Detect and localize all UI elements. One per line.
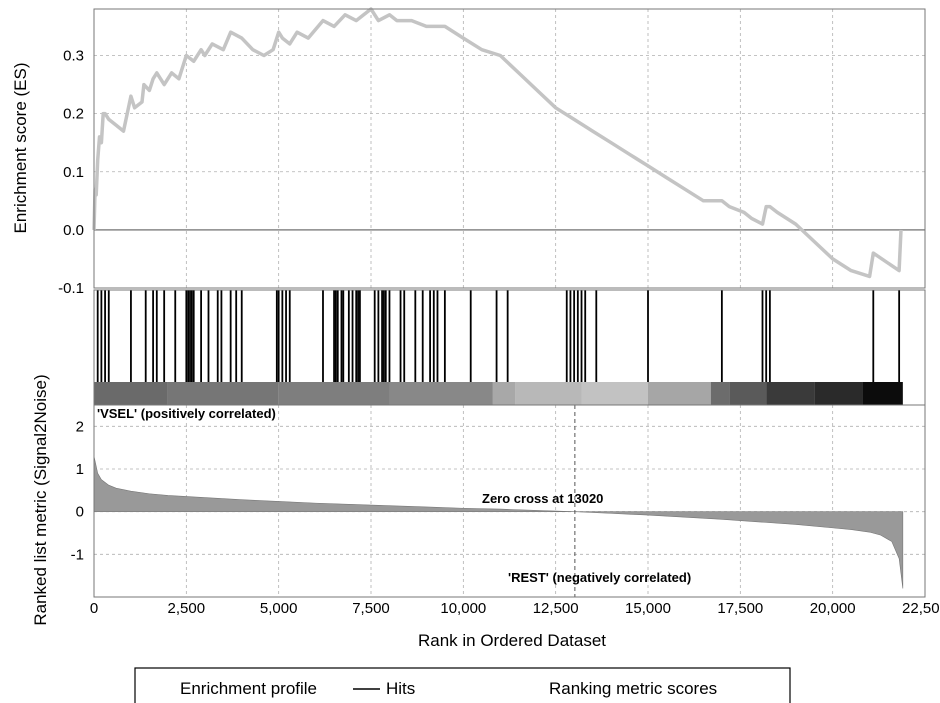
enrichment-profile xyxy=(92,7,903,279)
x-tick-label: 7,500 xyxy=(352,600,390,617)
es-panel-bg xyxy=(94,9,925,288)
tick-labels: 0 2,500 5,000 7,500 10,000 12,500 15,000 17,500… xyxy=(58,48,940,618)
es-y-tick-label: 0.1 xyxy=(63,164,84,181)
colorbar-segment-10 xyxy=(766,382,815,405)
colorbar-segment-2 xyxy=(278,382,390,405)
x-tick-label: 5,000 xyxy=(260,600,298,617)
es-axis-title: Enrichment score (ES) xyxy=(11,63,30,234)
es-panel-frame xyxy=(93,8,926,289)
es-y-tick-label: 0.0 xyxy=(63,222,84,239)
ranking-colorbar xyxy=(94,382,903,405)
colorbar-segment-8 xyxy=(710,382,730,405)
zero-cross-label: Zero cross at 13020 xyxy=(482,491,603,506)
colorbar-segment-11 xyxy=(814,382,863,405)
legend: Enrichment profile Hits Ranking metric s… xyxy=(134,667,791,703)
legend-entry-hits: Hits xyxy=(386,679,415,698)
x-tick-label: 20,000 xyxy=(810,600,856,617)
x-tick-label: 0 xyxy=(90,600,98,617)
ranking-y-tick-label: 1 xyxy=(76,461,84,478)
colorbar-segment-7 xyxy=(648,382,711,405)
ranking-metric-fill xyxy=(93,456,904,589)
x-tick-label: 17,500 xyxy=(717,600,763,617)
hits-marks xyxy=(96,290,901,382)
ranking-axis-title: Ranked list metric (Signal2Noise) xyxy=(31,374,50,625)
colorbar-segment-12 xyxy=(862,382,903,405)
es-y-tick-label: 0.3 xyxy=(63,48,84,65)
colorbar-segment-6 xyxy=(581,382,648,405)
x-tick-label: 2,500 xyxy=(168,600,206,617)
colorbar-segment-4 xyxy=(492,382,516,405)
colorbar-segment-0 xyxy=(94,382,168,405)
x-tick-label: 12,500 xyxy=(533,600,579,617)
negative-correlation-label: 'REST' (negatively correlated) xyxy=(508,570,691,585)
grid-lines xyxy=(93,9,926,597)
ranking-metric-area xyxy=(93,405,904,597)
colorbar-segment-3 xyxy=(389,382,493,405)
colorbar-segment-5 xyxy=(515,382,582,405)
enrichment-profile-line xyxy=(92,7,903,279)
x-axis-title: Rank in Ordered Dataset xyxy=(418,631,606,650)
legend-entry-enrichment-profile: Enrichment profile xyxy=(180,679,317,698)
colorbar-segment-1 xyxy=(167,382,279,405)
x-tick-label: 10,000 xyxy=(440,600,486,617)
colorbar-segment-9 xyxy=(729,382,767,405)
ranking-panel-frame xyxy=(93,404,926,598)
x-tick-label: 22,500 xyxy=(902,600,940,617)
legend-box xyxy=(134,667,791,703)
legend-entry-ranking-metric-scores: Ranking metric scores xyxy=(549,679,717,698)
es-y-tick-label: -0.1 xyxy=(58,280,84,297)
ranking-y-tick-label: 0 xyxy=(76,504,84,521)
ranking-y-tick-label: -1 xyxy=(71,546,84,563)
ranking-y-tick-label: 2 xyxy=(76,418,84,435)
panel-frames xyxy=(93,8,926,598)
es-y-tick-label: 0.2 xyxy=(63,106,84,123)
positive-correlation-label: 'VSEL' (positively correlated) xyxy=(97,406,276,421)
x-tick-label: 15,000 xyxy=(625,600,671,617)
